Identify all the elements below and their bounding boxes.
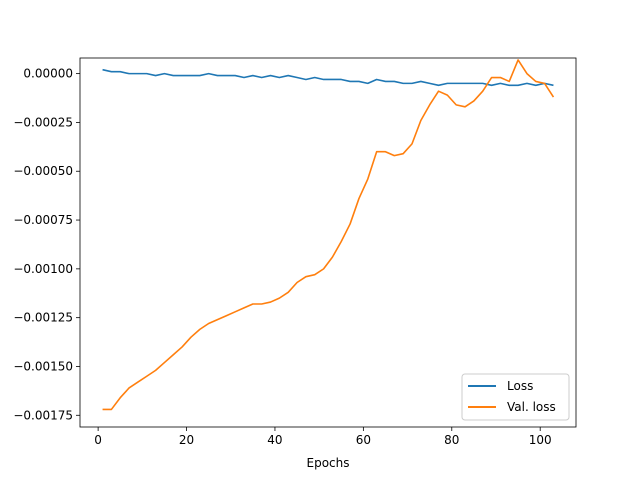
- y-tick-label: −0.00175: [13, 408, 73, 422]
- legend: Loss Val. loss: [461, 373, 570, 421]
- x-tick-label: 80: [444, 433, 459, 447]
- legend-label-loss: Loss: [507, 379, 533, 393]
- x-tick-label: 0: [94, 433, 102, 447]
- y-tick-label: −0.00025: [13, 115, 73, 129]
- y-tick-label: −0.00050: [13, 164, 73, 178]
- x-tick-label: 60: [356, 433, 371, 447]
- y-tick-label: −0.00150: [13, 359, 73, 373]
- x-tick-label: 100: [529, 433, 552, 447]
- plot-frame: [79, 57, 577, 428]
- y-tick-label: −0.00100: [13, 262, 73, 276]
- series-line-val-loss: [102, 59, 555, 411]
- y-tick-label: −0.00125: [13, 311, 73, 325]
- y-axis-ticks: 0.00000 −0.00025 −0.00050 −0.00075 −0.00100 −…: [13, 67, 80, 422]
- legend-label-val-loss: Val. loss: [507, 400, 556, 414]
- x-tick-label: 20: [179, 433, 194, 447]
- y-tick-label: 0.00000: [23, 67, 73, 81]
- series-line-loss: [102, 68, 554, 87]
- y-tick-label: −0.00075: [13, 213, 73, 227]
- x-axis-label: Epochs: [307, 456, 350, 470]
- x-tick-label: 40: [267, 433, 282, 447]
- series-layer: [102, 59, 555, 411]
- x-axis-ticks: 0 20 40 60 80 100: [94, 427, 552, 447]
